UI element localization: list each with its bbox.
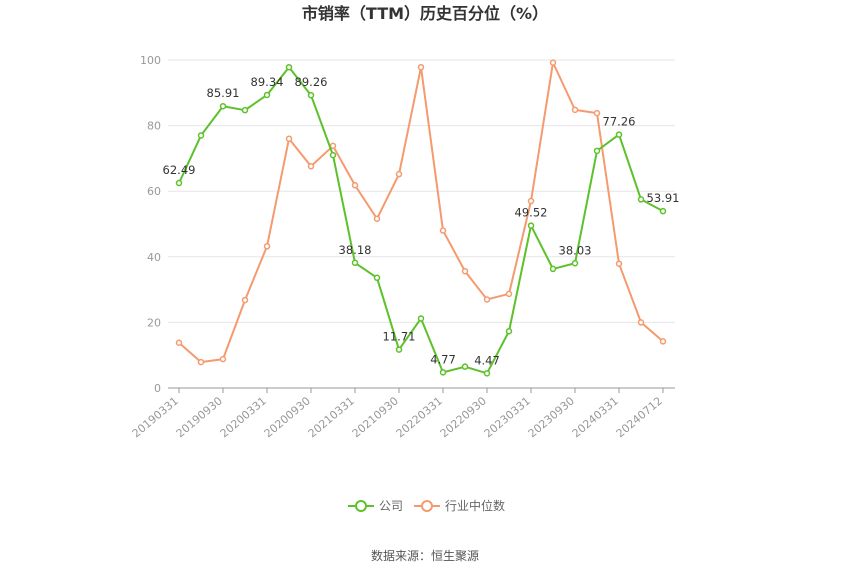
data-point	[197, 132, 205, 139]
data-point	[659, 338, 667, 345]
data-point	[307, 91, 315, 99]
y-tick-label: 0	[154, 382, 161, 395]
x-axis: 2019033120190930202003312020093020210331…	[130, 387, 675, 440]
data-label: 85.91	[207, 86, 240, 100]
data-point	[637, 196, 645, 203]
data-label: 49.52	[515, 206, 548, 220]
series-layer	[175, 59, 667, 377]
data-point	[285, 135, 293, 142]
data-point	[549, 59, 557, 66]
data-point	[263, 243, 271, 250]
data-point	[659, 207, 667, 215]
x-tick-label: 20190930	[174, 394, 225, 440]
data-point	[615, 131, 623, 138]
legend-label: 行业中位数	[445, 498, 505, 513]
data-point	[483, 296, 491, 303]
y-tick-label: 20	[147, 316, 161, 329]
data-point	[439, 369, 447, 376]
data-point	[329, 151, 337, 159]
x-tick-label: 20190331	[130, 394, 181, 440]
data-point	[351, 182, 359, 189]
data-point	[395, 170, 403, 178]
data-label: 89.26	[295, 75, 328, 89]
data-point	[241, 106, 249, 114]
grid	[168, 59, 675, 323]
x-tick-label: 20220331	[394, 394, 445, 440]
legend-item[interactable]: 行业中位数	[414, 498, 505, 513]
legend-label: 公司	[379, 499, 403, 513]
data-point	[593, 147, 601, 155]
data-point	[197, 358, 205, 366]
legend-swatch-marker	[421, 500, 433, 512]
y-axis: 0 20 40 60 80 100	[140, 54, 161, 395]
data-label: 62.49	[163, 163, 196, 177]
data-point	[417, 63, 425, 71]
data-point	[417, 315, 425, 322]
y-tick-label: 60	[147, 185, 161, 198]
data-point	[219, 355, 227, 363]
data-point	[219, 102, 227, 110]
x-tick-label: 20210331	[306, 394, 357, 440]
data-point	[461, 267, 469, 275]
legend-swatch-marker	[355, 500, 367, 512]
data-point	[439, 227, 447, 234]
data-point	[241, 296, 249, 304]
y-tick-label: 80	[147, 120, 161, 133]
data-label: 89.34	[251, 75, 284, 89]
data-point	[263, 91, 271, 99]
data-point	[527, 197, 535, 205]
data-label: 4.77	[430, 352, 456, 366]
data-point	[571, 106, 579, 114]
y-tick-label: 40	[147, 251, 161, 264]
data-point	[175, 179, 183, 187]
data-point	[527, 222, 535, 229]
x-tick-label: 20210930	[350, 394, 401, 440]
data-point	[483, 370, 491, 377]
x-tick-label: 20240331	[570, 394, 621, 440]
legend-item[interactable]: 公司	[348, 499, 403, 513]
data-label: 4.47	[474, 353, 500, 367]
data-label: 11.71	[383, 330, 416, 344]
data-point	[593, 109, 601, 117]
data-point	[571, 260, 579, 267]
source-note: 数据来源：恒生聚源	[371, 548, 479, 563]
x-tick-label: 20230930	[526, 394, 577, 440]
data-label: 38.03	[559, 243, 592, 257]
data-point	[505, 328, 513, 335]
chart-title: 市销率（TTM）历史百分位（%）	[302, 4, 548, 23]
data-point	[373, 274, 381, 282]
data-point	[175, 339, 183, 346]
data-point	[373, 215, 381, 223]
data-point	[307, 163, 315, 170]
x-tick-label: 20200331	[218, 394, 269, 440]
data-point	[285, 63, 293, 71]
x-tick-label: 20200930	[262, 394, 313, 440]
data-label: 38.18	[339, 243, 372, 257]
data-point	[615, 260, 623, 267]
data-label: 53.91	[647, 191, 680, 205]
data-point	[395, 346, 403, 353]
data-point	[351, 259, 359, 267]
data-point	[505, 290, 513, 298]
data-point	[461, 363, 469, 370]
data-point	[637, 319, 645, 326]
data-labels: 62.49 85.91 89.34 89.26 38.18 11.71 4.77 4.47 49…	[163, 75, 680, 367]
data-point	[549, 265, 557, 273]
x-tick-label: 20230331	[482, 394, 533, 440]
y-tick-label: 100	[140, 54, 161, 67]
data-label: 77.26	[603, 115, 636, 129]
x-tick-label: 20220930	[438, 394, 489, 440]
legend[interactable]: 公司 行业中位数	[348, 498, 505, 513]
x-tick-label: 20240712	[614, 394, 665, 440]
